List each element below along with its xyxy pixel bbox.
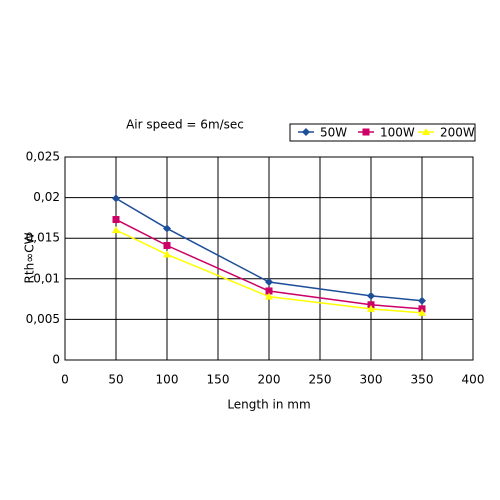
- x-tick-label: 150: [207, 373, 230, 387]
- data-point: [367, 291, 375, 300]
- data-point: [265, 278, 273, 287]
- legend-label: 100W: [380, 126, 415, 140]
- data-point: [163, 242, 171, 250]
- legend-marker: [302, 128, 310, 136]
- x-tick-label: 250: [309, 373, 332, 387]
- data-point: [112, 226, 120, 234]
- data-point: [367, 304, 375, 312]
- x-tick-label: 350: [411, 373, 434, 387]
- legend-marker: [362, 128, 370, 136]
- x-tick-label: 50: [108, 373, 123, 387]
- y-tick-label: 0,015: [26, 231, 60, 245]
- x-axis-label: Length in mm: [227, 398, 310, 412]
- x-tick-label: 400: [462, 373, 485, 387]
- x-tick-label: 200: [258, 373, 281, 387]
- y-axis-label: Rth∞CW: [23, 232, 37, 283]
- x-tick-label: 100: [156, 373, 179, 387]
- data-point: [418, 308, 426, 316]
- data-point: [265, 292, 273, 300]
- y-tick-label: 0,01: [33, 271, 60, 285]
- data-point: [418, 296, 426, 305]
- data-point: [112, 194, 120, 203]
- y-tick-label: 0: [52, 353, 60, 367]
- legend: [289, 123, 476, 142]
- chart-title: Air speed = 6m/sec: [126, 118, 244, 132]
- data-point: [163, 250, 171, 258]
- data-point: [418, 305, 426, 313]
- y-tick-label: 0,025: [26, 150, 60, 164]
- y-tick-label: 0,005: [26, 312, 60, 326]
- y-tick-label: 0,02: [33, 190, 60, 204]
- data-point: [367, 301, 375, 309]
- data-point: [163, 224, 171, 233]
- x-tick-label: 0: [61, 373, 69, 387]
- legend-marker: [422, 128, 430, 135]
- legend-label: 50W: [320, 126, 347, 140]
- plot-border: [64, 156, 474, 361]
- legend-label: 200W: [440, 126, 475, 140]
- data-point: [112, 216, 120, 224]
- x-tick-label: 300: [360, 373, 383, 387]
- data-point: [265, 287, 273, 295]
